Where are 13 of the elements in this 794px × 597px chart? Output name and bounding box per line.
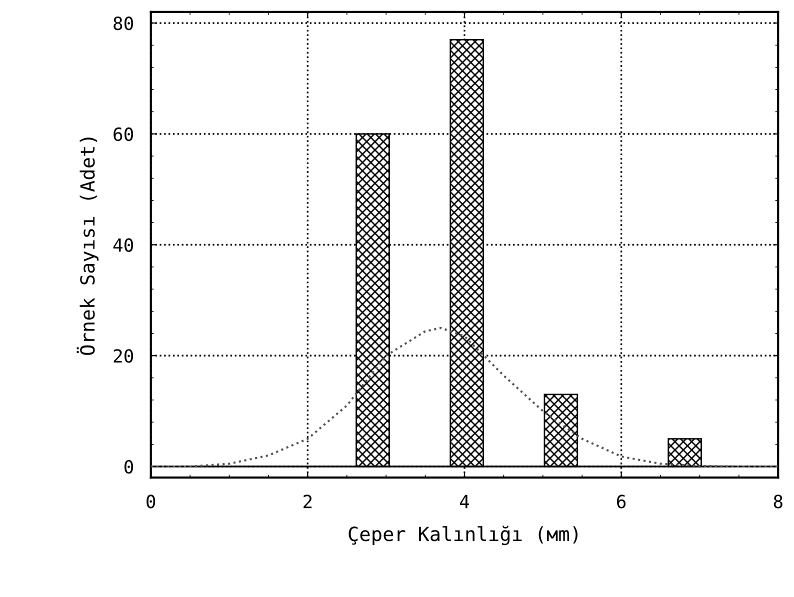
y-tick-label: 40 — [113, 238, 134, 252]
x-tick-label: 4 — [460, 494, 470, 508]
y-tick-label: 60 — [114, 127, 134, 142]
y-tick-label: 20 — [114, 349, 134, 363]
x-axis-title: Çeper Kalınlığı (мm) — [348, 526, 578, 546]
x-tick-label: 2 — [304, 494, 312, 508]
line-series — [150, 326, 778, 468]
x-tick-label: 8 — [774, 494, 782, 508]
x-tick-label: 6 — [617, 494, 626, 508]
y-axis-title: Örnek Sayısı (Adet) — [76, 138, 99, 355]
x-tick-label: 0 — [146, 494, 156, 508]
y-tick-label: 0 — [124, 460, 134, 474]
y-tick-label: 80 — [114, 16, 134, 30]
